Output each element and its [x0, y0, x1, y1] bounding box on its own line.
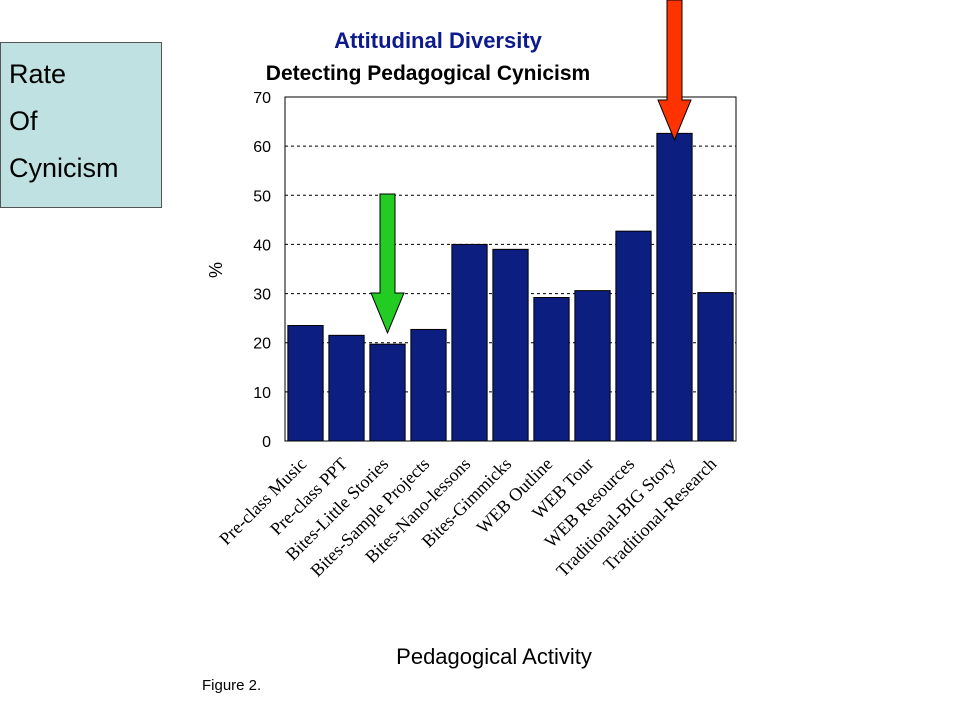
bar — [697, 292, 734, 442]
y-tick-label: 0 — [262, 434, 271, 451]
rate-of-cynicism-box: Rate Of Cynicism — [0, 42, 162, 208]
bar — [451, 243, 488, 442]
y-tick-label: 40 — [253, 237, 271, 254]
y-tick-label: 60 — [253, 139, 271, 156]
bar — [287, 325, 324, 442]
side-line-rate: Rate — [9, 59, 67, 89]
bar — [410, 328, 447, 442]
y-tick-label: 50 — [253, 188, 271, 205]
y-tick-label: 70 — [253, 90, 271, 107]
bar — [615, 230, 652, 442]
bar — [574, 290, 611, 442]
y-axis-label: % — [206, 262, 226, 278]
bar — [656, 132, 693, 442]
x-axis-label: Pedagogical Activity — [396, 644, 592, 669]
chart-subtitle: Detecting Pedagogical Cynicism — [266, 62, 590, 85]
bar — [328, 334, 365, 442]
red-down-arrow — [657, 0, 692, 142]
y-tick-label: 30 — [253, 287, 271, 304]
y-tick-label: 10 — [253, 385, 271, 402]
side-line-cynicism: Cynicism — [9, 153, 119, 183]
green-down-arrow — [370, 193, 405, 335]
y-tick-label: 20 — [253, 336, 271, 353]
bar — [533, 297, 570, 442]
chart-title: Attitudinal Diversity — [334, 28, 543, 53]
side-line-of: Of — [9, 106, 38, 136]
bar — [492, 248, 529, 442]
bar — [369, 343, 406, 442]
figure-caption: Figure 2. — [202, 677, 262, 694]
